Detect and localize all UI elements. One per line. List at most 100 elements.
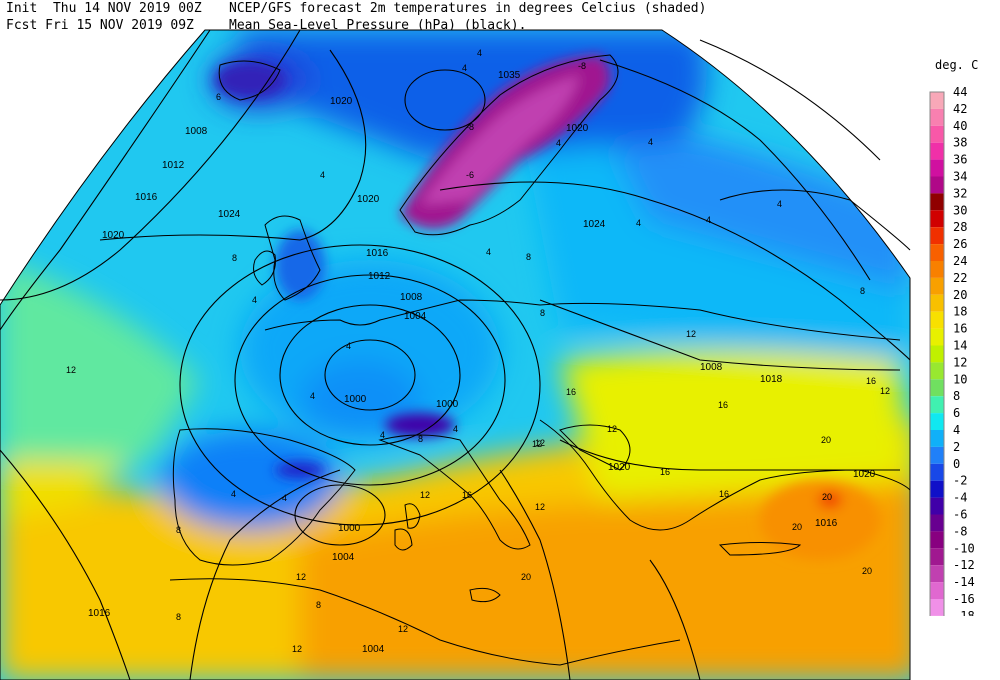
temp-label: 4 [462, 63, 467, 73]
header-title: NCEP/GFS forecast 2m temperatures in deg… [229, 0, 706, 34]
isobar-label: 1000 [436, 399, 459, 410]
temp-label: 4 [636, 218, 641, 228]
fcst-value: Fri 15 NOV 2019 09Z [45, 18, 194, 33]
temp-label: 20 [822, 492, 832, 502]
legend-tick-label: 2 [953, 440, 960, 454]
isobar-label: 1020 [357, 194, 380, 205]
temp-label: 6 [216, 92, 221, 102]
legend-swatch [930, 413, 944, 430]
legend-unit: deg. C [935, 58, 979, 72]
isobar-label: 1000 [338, 523, 361, 534]
legend-swatch [930, 311, 944, 329]
temp-label: 4 [453, 424, 458, 434]
temp-label: 4 [648, 137, 653, 147]
temp-label: -8 [466, 122, 474, 132]
temp-label: 20 [862, 566, 872, 576]
isobar-label: 1018 [760, 374, 783, 385]
temperature-labels: 4 4 6 4 4 4 4 4 8 12 -6 4 -8 -8 8 4 4 4 … [66, 48, 890, 654]
temp-label: 4 [346, 341, 351, 351]
temp-label: 12 [420, 490, 430, 500]
isobar-label: 1000 [344, 394, 367, 405]
temp-label: 16 [866, 376, 876, 386]
isobar-label: 1008 [400, 292, 423, 303]
temp-label: 8 [176, 525, 181, 535]
legend-tick-label: 26 [953, 237, 967, 251]
temp-label: 16 [566, 387, 576, 397]
header-init-forecast: Init Thu 14 NOV 2019 00Z Fcst Fri 15 NOV… [6, 0, 202, 34]
legend-swatch [930, 548, 944, 566]
isobar-label: 1004 [332, 552, 355, 563]
legend-swatch [930, 497, 944, 515]
legend-swatch [930, 430, 944, 447]
temp-label: 20 [792, 522, 802, 532]
legend-tick-label: 14 [953, 339, 967, 353]
temp-label: 12 [535, 438, 545, 448]
init-label: Init [6, 1, 38, 16]
legend-swatch [930, 362, 944, 380]
legend-tick-label: 42 [953, 102, 967, 116]
isobar-labels: 1020 1008 1012 1016 1024 1020 1020 1035 … [88, 70, 876, 655]
isobar-label: 1004 [362, 644, 385, 655]
temp-label: 8 [176, 612, 181, 622]
legend-swatch [930, 142, 944, 160]
isobar-label: 1035 [498, 70, 521, 81]
temp-label: -8 [578, 61, 586, 71]
temp-label: 4 [252, 295, 257, 305]
isobar-label: 1024 [583, 219, 606, 230]
legend-swatch [930, 159, 944, 177]
legend-tick-label: 18 [953, 305, 967, 319]
legend-tick-label: -8 [953, 524, 967, 538]
temperature-field [0, 30, 910, 680]
legend-swatch [930, 565, 944, 583]
isobar-label: 1020 [566, 123, 589, 134]
legend-tick-label: 44 [953, 85, 967, 99]
legend-tick-label: -6 [953, 508, 967, 522]
temp-label: 8 [316, 600, 321, 610]
temp-label: 12 [535, 502, 545, 512]
legend-swatch [930, 108, 944, 126]
legend-swatch [930, 480, 944, 498]
temp-label: 8 [526, 252, 531, 262]
temp-label: 12 [66, 365, 76, 375]
isobar-label: 1008 [185, 126, 208, 137]
legend-tick-label: 34 [953, 170, 967, 184]
legend-swatch [930, 531, 944, 549]
legend-tick-label: -12 [953, 558, 975, 572]
legend-tick-label: 28 [953, 220, 967, 234]
legend-swatch [930, 227, 944, 245]
temp-label: 4 [320, 170, 325, 180]
isobar-label: 1012 [162, 160, 185, 171]
isobar-label: 1024 [218, 209, 241, 220]
legend-swatch [930, 345, 944, 363]
temp-label: 4 [231, 489, 236, 499]
temp-label: 16 [718, 400, 728, 410]
legend-swatch [930, 244, 944, 261]
legend-tick-label: 22 [953, 271, 967, 285]
temp-label: 8 [860, 286, 865, 296]
temp-label: 4 [556, 138, 561, 148]
isobar-label: 1012 [368, 271, 391, 282]
legend-tick-label: 0 [953, 457, 960, 471]
legend-tick-label: 16 [953, 322, 967, 336]
legend-tick-label: -16 [953, 592, 975, 606]
legend-swatch [930, 261, 944, 278]
isobar-label: 1016 [135, 192, 158, 203]
isobar-label: 1020 [853, 469, 876, 480]
temperature-legend: deg. C 44 42 40 38 36 34 32 30 28 26 24 22 20 18 16 14 1… [925, 56, 1000, 634]
legend-tick-label: -4 [953, 491, 967, 505]
temp-label: 12 [398, 624, 408, 634]
temp-label: 8 [418, 434, 423, 444]
map-boundary [0, 29, 911, 680]
fcst-label: Fcst [6, 18, 38, 33]
temp-label: 8 [540, 308, 545, 318]
legend-tick-label: -14 [953, 575, 975, 589]
legend-tick-label: 12 [953, 355, 967, 369]
legend-swatch [930, 463, 944, 481]
legend-tick-label: 30 [953, 203, 967, 217]
legend-tick-label: 40 [953, 119, 967, 133]
legend-tick-label: -10 [953, 541, 975, 555]
temp-label: 16 [660, 467, 670, 477]
weather-map: 1020 1008 1012 1016 1024 1020 1020 1035 … [0, 29, 911, 680]
temp-label: 4 [282, 493, 287, 503]
legend-tick-label: 32 [953, 186, 967, 200]
